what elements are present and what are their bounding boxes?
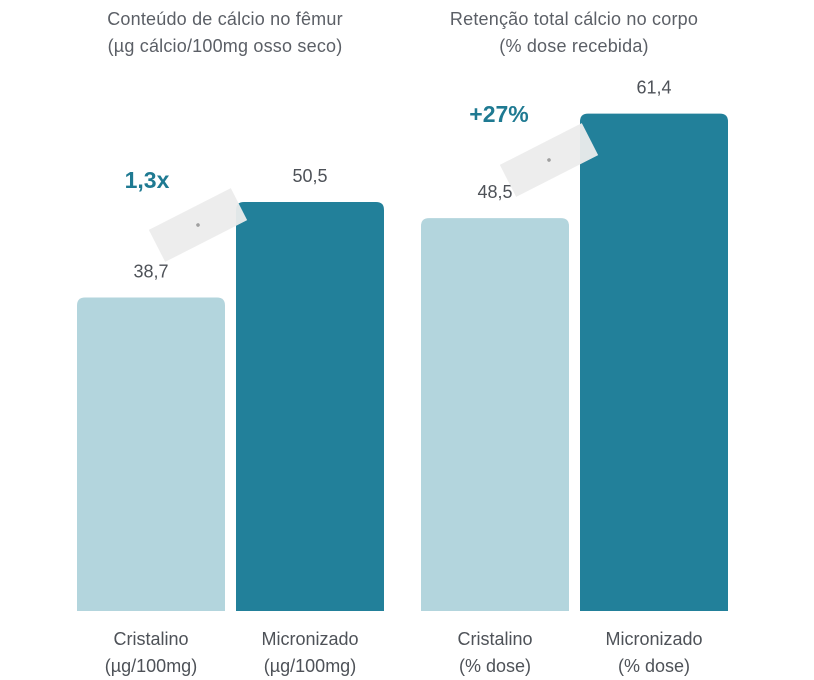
category-label: Micronizado	[605, 629, 702, 649]
bar-micronizado	[236, 201, 384, 611]
category-label: Cristalino	[457, 629, 532, 649]
chart-subtitle: (µg cálcio/100mg osso seco)	[108, 36, 343, 56]
category-unit-label: (% dose)	[618, 656, 690, 676]
bar-cristalino	[421, 218, 569, 611]
category-unit-label: (µg/100mg)	[105, 656, 197, 676]
category-unit-label: (µg/100mg)	[264, 656, 356, 676]
bar-value-label: 48,5	[477, 182, 512, 202]
chart-title: Conteúdo de cálcio no fêmur	[107, 9, 343, 29]
bar-micronizado	[580, 113, 728, 611]
bar-value-label: 38,7	[133, 262, 168, 282]
chart-panels: Conteúdo de cálcio no fêmur (µg cálcio/10…	[77, 9, 728, 676]
comparison-band	[499, 123, 599, 197]
comparison-band	[148, 188, 248, 262]
comparison-annotation: 1,3x	[125, 167, 170, 193]
category-label: Cristalino	[113, 629, 188, 649]
bar-value-label: 61,4	[636, 78, 671, 98]
bar-cristalino	[77, 297, 225, 611]
chart-panel-1: Conteúdo de cálcio no fêmur (µg cálcio/10…	[77, 9, 384, 676]
bar-value-label: 50,5	[292, 166, 327, 186]
chart-panel-2: Retenção total cálcio no corpo (% dose re…	[421, 9, 728, 676]
comparison-annotation: +27%	[469, 101, 528, 127]
category-unit-label: (% dose)	[459, 656, 531, 676]
comparison-band-dot	[196, 223, 200, 227]
comparison-band-dot	[547, 158, 551, 162]
chart-title: Retenção total cálcio no corpo	[450, 9, 698, 29]
category-label: Micronizado	[261, 629, 358, 649]
chart-subtitle: (% dose recebida)	[499, 36, 648, 56]
